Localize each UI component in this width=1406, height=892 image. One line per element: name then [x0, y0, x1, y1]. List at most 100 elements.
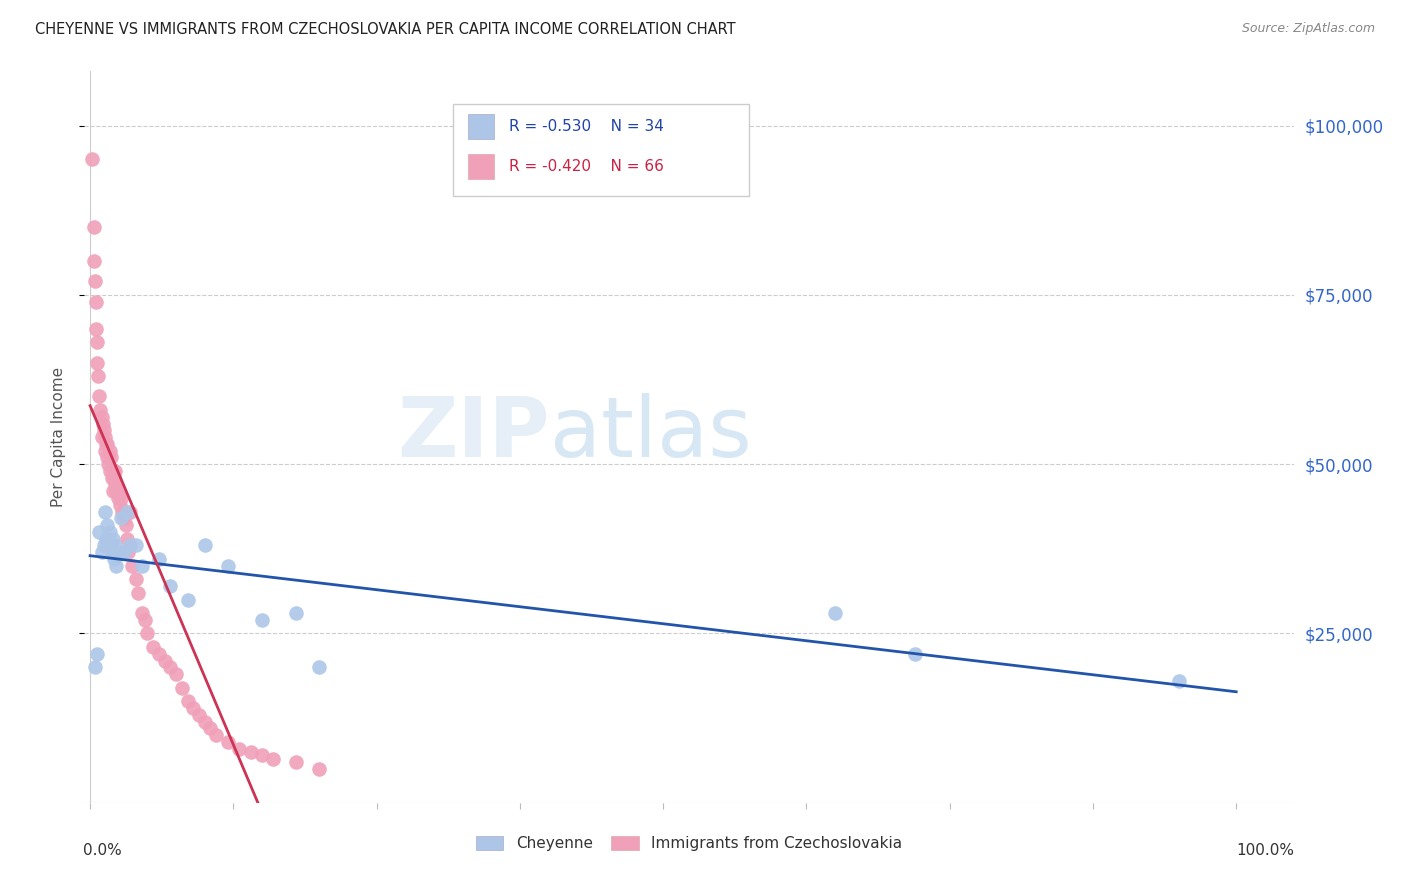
Point [228, 741, 250, 756]
Point [86, 647, 108, 661]
Point [98, 524, 121, 539]
Legend: Cheyenne, Immigrants from Czechoslovakia: Cheyenne, Immigrants from Czechoslovakia [470, 830, 908, 857]
Point [159, 579, 181, 593]
Text: ZIP: ZIP [398, 392, 550, 474]
Point [114, 511, 136, 525]
Point [86, 335, 108, 350]
Text: CHEYENNE VS IMMIGRANTS FROM CZECHOSLOVAKIA PER CAPITA INCOME CORRELATION CHART: CHEYENNE VS IMMIGRANTS FROM CZECHOSLOVAK… [35, 22, 735, 37]
Point [121, 558, 143, 573]
Point [100, 450, 122, 465]
Point [96, 450, 118, 465]
Point [110, 511, 132, 525]
Text: 0.0%: 0.0% [83, 843, 122, 858]
Point [89, 389, 111, 403]
Point [104, 477, 127, 491]
Point [170, 681, 193, 695]
Point [176, 592, 198, 607]
Point [107, 491, 129, 505]
Point [120, 538, 142, 552]
Point [285, 755, 308, 769]
Point [90, 545, 112, 559]
Text: R = -0.420    N = 66: R = -0.420 N = 66 [509, 160, 664, 175]
Point [115, 532, 138, 546]
Point [90, 409, 112, 424]
Point [83, 254, 105, 268]
Point [125, 572, 148, 586]
Point [111, 505, 134, 519]
Point [200, 721, 222, 735]
Point [107, 545, 129, 559]
Point [84, 294, 107, 309]
Point [97, 457, 120, 471]
Point [83, 220, 105, 235]
Point [1167, 673, 1189, 688]
Point [250, 613, 273, 627]
FancyBboxPatch shape [468, 114, 495, 139]
Point [250, 748, 273, 763]
Point [824, 606, 846, 620]
Point [105, 484, 128, 499]
Point [194, 538, 217, 552]
Point [131, 558, 153, 573]
Point [125, 538, 148, 552]
Point [101, 464, 124, 478]
Point [159, 660, 181, 674]
Point [97, 538, 120, 552]
Point [134, 613, 156, 627]
Point [188, 707, 211, 722]
Text: 100.0%: 100.0% [1237, 843, 1295, 858]
Point [217, 558, 239, 573]
Point [142, 640, 165, 654]
Point [285, 606, 308, 620]
Point [91, 417, 114, 431]
Point [117, 545, 139, 559]
Point [84, 322, 107, 336]
Point [94, 505, 117, 519]
Point [205, 728, 228, 742]
Point [165, 667, 187, 681]
Text: atlas: atlas [550, 392, 752, 474]
Point [104, 538, 127, 552]
Point [110, 491, 132, 505]
Point [131, 606, 153, 620]
Point [176, 694, 198, 708]
Point [115, 505, 138, 519]
Point [127, 586, 149, 600]
Point [98, 464, 121, 478]
Point [100, 538, 122, 552]
Point [217, 735, 239, 749]
Point [96, 437, 118, 451]
Point [101, 484, 124, 499]
FancyBboxPatch shape [453, 104, 749, 195]
Point [82, 153, 104, 167]
Point [83, 274, 105, 288]
Point [308, 762, 330, 776]
Point [101, 471, 124, 485]
Point [148, 552, 170, 566]
Point [94, 430, 117, 444]
Point [104, 464, 127, 478]
Text: Source: ZipAtlas.com: Source: ZipAtlas.com [1241, 22, 1375, 36]
Point [904, 647, 927, 661]
Point [98, 443, 121, 458]
Point [114, 518, 136, 533]
Point [83, 660, 105, 674]
Point [86, 355, 108, 369]
Point [114, 545, 136, 559]
Point [194, 714, 217, 729]
FancyBboxPatch shape [468, 154, 495, 179]
Point [94, 532, 117, 546]
Point [89, 524, 111, 539]
Y-axis label: Per Capita Income: Per Capita Income [51, 367, 66, 508]
Point [181, 701, 204, 715]
Point [148, 647, 170, 661]
Point [308, 660, 330, 674]
Point [108, 498, 131, 512]
Point [105, 558, 128, 573]
Point [93, 423, 115, 437]
Point [89, 403, 111, 417]
Point [239, 745, 262, 759]
Point [153, 654, 176, 668]
Point [136, 626, 159, 640]
Point [263, 752, 285, 766]
